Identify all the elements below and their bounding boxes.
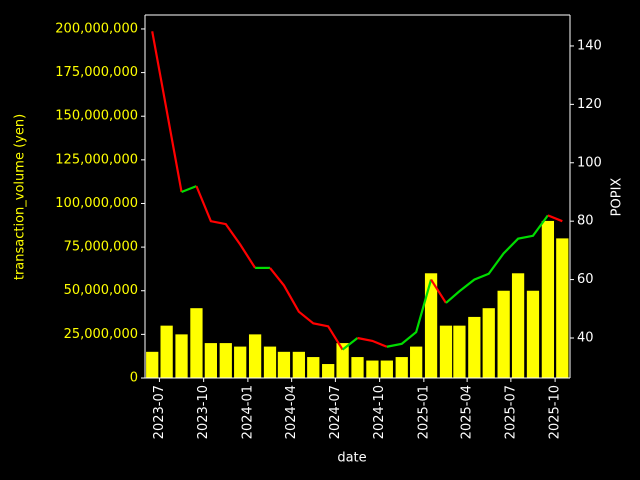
y2-tick-label: 80: [577, 214, 594, 229]
bar: [395, 357, 408, 378]
x-tick-label: 2024-01: [240, 385, 255, 439]
bar: [292, 351, 305, 378]
popix-line: [445, 214, 549, 304]
bar: [439, 325, 453, 378]
bar: [263, 346, 277, 378]
bar: [160, 325, 173, 378]
bar: [556, 238, 569, 378]
y2-tick-label: 120: [577, 97, 602, 112]
bar: [336, 343, 349, 378]
x-tick-label: 2023-10: [196, 385, 211, 439]
bar: [204, 343, 217, 378]
y-tick-label: 125,000,000: [55, 152, 138, 167]
bar: [307, 357, 320, 378]
popix-line: [386, 279, 433, 348]
bar: [424, 273, 438, 378]
x-tick-label: 2025-07: [503, 385, 518, 439]
y-tick-label: 50,000,000: [64, 283, 138, 298]
popix-line: [151, 31, 183, 193]
x-tick-label: 2025-04: [460, 385, 475, 439]
bar: [248, 334, 262, 378]
bar: [234, 346, 247, 378]
x-tick-label: 2024-07: [328, 385, 343, 439]
bar: [410, 346, 423, 378]
popix-line: [195, 185, 257, 269]
popix-line: [269, 267, 344, 351]
bar: [175, 334, 188, 378]
y2-tick-label: 100: [577, 155, 602, 170]
y2-tick-label: 60: [577, 272, 594, 287]
y-tick-label: 150,000,000: [55, 109, 138, 124]
bar: [277, 351, 291, 378]
bar: [482, 308, 495, 378]
popix-line: [547, 214, 563, 223]
bar: [541, 220, 555, 378]
bar: [146, 351, 159, 378]
x-tick-label: 2023-07: [152, 385, 167, 439]
bar: [366, 360, 379, 378]
popix-line: [357, 336, 388, 348]
y2-tick-label: 40: [577, 330, 594, 345]
popix-line: [341, 337, 359, 351]
bar: [380, 360, 393, 378]
y-axis-label: transaction_volume (yen): [13, 114, 28, 280]
y2-axis-label: POPIX: [610, 178, 625, 217]
x-axis-label: date: [337, 451, 366, 466]
y-tick-label: 0: [130, 371, 138, 386]
y-tick-label: 75,000,000: [64, 240, 138, 255]
bar: [322, 364, 335, 378]
bar: [468, 316, 481, 378]
bar: [497, 290, 510, 378]
y-tick-label: 25,000,000: [64, 327, 138, 342]
y2-tick-label: 140: [577, 38, 602, 53]
x-tick-label: 2024-04: [284, 385, 299, 439]
bar: [351, 357, 364, 378]
y-tick-label: 175,000,000: [55, 65, 138, 80]
x-tick-label: 2024-10: [372, 385, 387, 439]
bar: [453, 325, 466, 378]
bar: [219, 343, 232, 378]
bar: [511, 273, 525, 378]
bar: [190, 308, 203, 378]
y-tick-label: 200,000,000: [55, 21, 138, 36]
y-tick-label: 100,000,000: [55, 196, 138, 211]
x-tick-label: 2025-10: [548, 385, 563, 439]
popix-line: [430, 278, 447, 304]
popix-line: [181, 185, 197, 193]
bar: [526, 290, 540, 378]
x-tick-label: 2025-01: [416, 385, 431, 439]
